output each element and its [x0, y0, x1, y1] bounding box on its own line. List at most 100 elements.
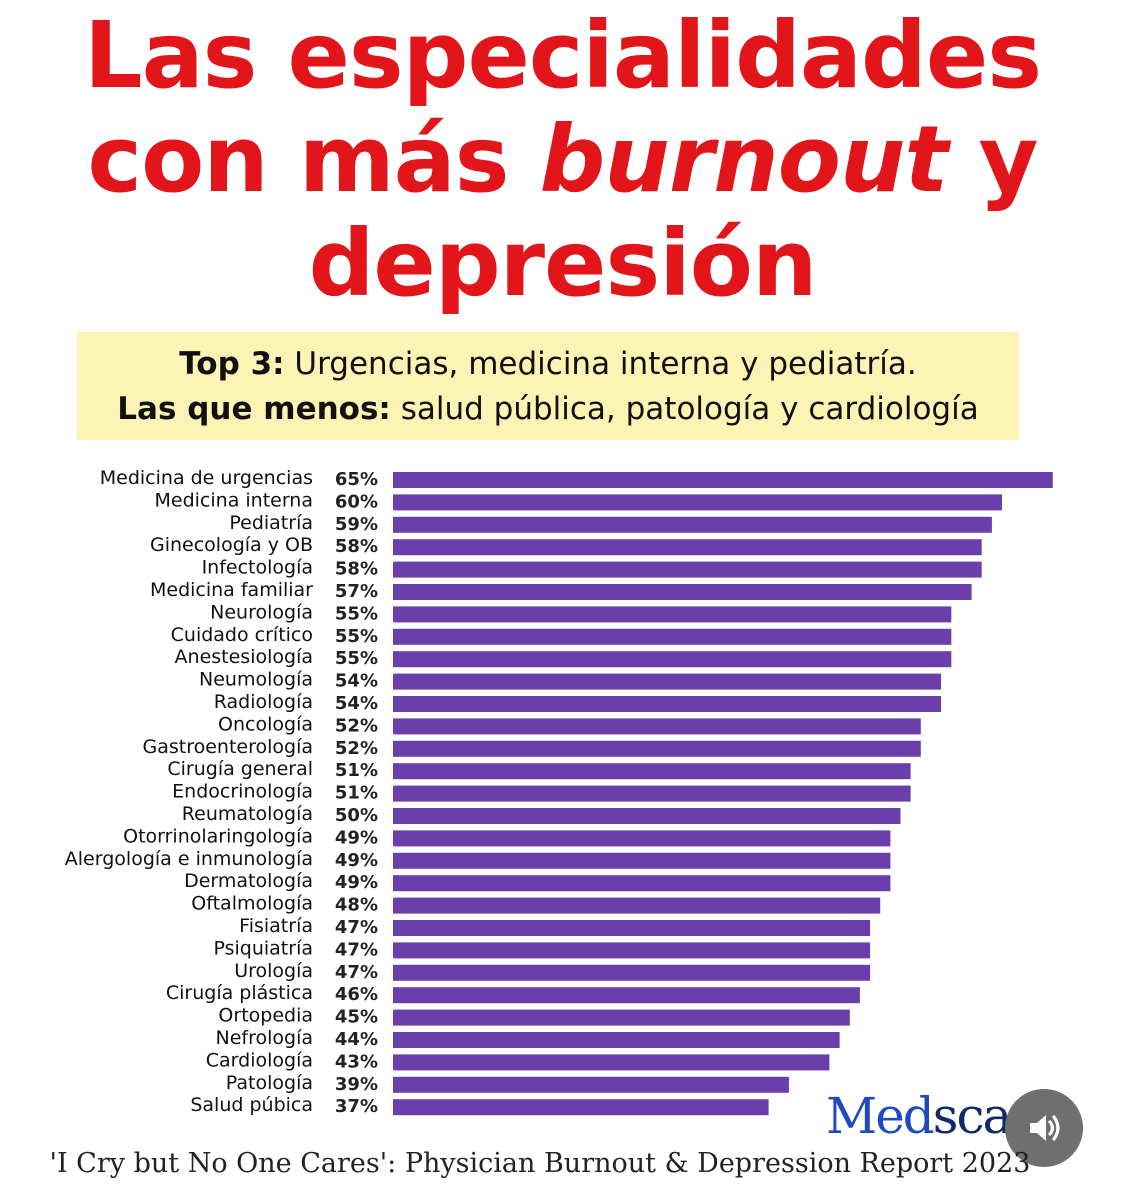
bar-chart: Medicina de urgencias 65% Medicina interna…: [0, 462, 1125, 1122]
category-label: Nefrología: [216, 1027, 314, 1049]
category-label: Oftalmología: [191, 893, 313, 915]
category-label: Urología: [234, 960, 313, 982]
value-label: 50%: [335, 805, 378, 826]
value-label: 48%: [335, 895, 378, 916]
bar: [393, 1077, 789, 1093]
least-row: Las que menos: salud pública, patología …: [77, 387, 1019, 432]
value-label: 51%: [335, 783, 378, 804]
category-label: Oncología: [218, 713, 313, 735]
title-emphasis: burnout: [540, 106, 948, 213]
bar: [393, 942, 870, 958]
value-label: 58%: [335, 536, 378, 557]
bar: [393, 696, 941, 712]
value-label: 39%: [335, 1074, 378, 1095]
value-label: 51%: [335, 760, 378, 781]
bar: [393, 472, 1053, 488]
category-label: Gastroenterología: [142, 736, 313, 758]
bar: [393, 562, 982, 578]
bar: [393, 741, 921, 757]
category-label: Psiquiatría: [213, 937, 313, 959]
category-label: Medicina interna: [155, 489, 314, 511]
category-label: Neurología: [210, 601, 313, 623]
bar: [393, 517, 992, 533]
top3-row: Top 3: Urgencias, medicina interna y ped…: [77, 342, 1019, 387]
category-label: Cirugía general: [167, 758, 313, 780]
title-line-3: depresión: [0, 212, 1125, 316]
category-label: Ortopedia: [218, 1005, 313, 1027]
bar: [393, 875, 890, 891]
category-label: Cardiología: [206, 1049, 313, 1071]
category-label: Anestesiología: [175, 646, 313, 668]
category-label: Ginecología y OB: [150, 534, 313, 556]
value-label: 55%: [335, 603, 378, 624]
value-label: 58%: [335, 559, 378, 580]
value-label: 52%: [335, 715, 378, 736]
value-label: 49%: [335, 872, 378, 893]
bar: [393, 606, 951, 622]
title-line-2-start: con más: [88, 106, 540, 213]
title-line-2-end: y: [947, 106, 1037, 213]
bar: [393, 763, 911, 779]
bar: [393, 965, 870, 981]
category-label: Cirugía plástica: [166, 982, 313, 1004]
category-label: Neumología: [199, 669, 313, 691]
value-label: 47%: [335, 962, 378, 983]
medscape-logo: Medsca: [826, 1090, 1016, 1142]
value-label: 43%: [335, 1051, 378, 1072]
bar: [393, 987, 860, 1003]
category-label: Cuidado crítico: [171, 624, 313, 646]
page-title: Las especialidades con más burnout y dep…: [0, 4, 1125, 316]
top3-label: Top 3:: [179, 346, 284, 382]
bar: [393, 539, 982, 555]
category-label: Salud púbica: [190, 1094, 313, 1116]
bar: [393, 920, 870, 936]
category-label: Otorrinolaringología: [123, 825, 313, 847]
bar: [393, 1054, 829, 1070]
bar: [393, 830, 890, 846]
value-label: 46%: [335, 984, 378, 1005]
bar: [393, 786, 911, 802]
value-label: 54%: [335, 671, 378, 692]
value-label: 47%: [335, 917, 378, 938]
title-line-1: Las especialidades: [0, 4, 1125, 108]
category-label: Pediatría: [229, 512, 313, 534]
bar: [393, 808, 901, 824]
value-label: 54%: [335, 693, 378, 714]
value-label: 49%: [335, 850, 378, 871]
bar: [393, 584, 972, 600]
category-label: Patología: [226, 1072, 313, 1094]
category-label: Medicina familiar: [150, 579, 313, 601]
value-label: 37%: [335, 1096, 378, 1117]
least-label: Las que menos:: [117, 391, 391, 427]
top3-text: Urgencias, medicina interna y pediatría.: [285, 346, 917, 382]
bar: [393, 674, 941, 690]
title-line-2: con más burnout y: [0, 108, 1125, 212]
value-label: 47%: [335, 939, 378, 960]
category-label: Alergología e inmunología: [65, 848, 313, 870]
bar: [393, 1032, 840, 1048]
bar: [393, 1099, 769, 1115]
value-label: 57%: [335, 581, 378, 602]
bar: [393, 898, 880, 914]
value-label: 52%: [335, 738, 378, 759]
value-label: 49%: [335, 827, 378, 848]
source-caption: 'I Cry but No One Cares': Physician Burn…: [0, 1148, 1080, 1179]
logo-part-1: Med: [826, 1090, 933, 1142]
value-label: 60%: [335, 491, 378, 512]
summary-highlight-box: Top 3: Urgencias, medicina interna y ped…: [77, 332, 1019, 440]
value-label: 44%: [335, 1029, 378, 1050]
category-label: Fisiatría: [239, 915, 313, 937]
value-label: 55%: [335, 626, 378, 647]
bar: [393, 629, 951, 645]
value-label: 65%: [335, 469, 378, 490]
logo-part-2: sca: [933, 1090, 1010, 1142]
bar: [393, 718, 921, 734]
speaker-icon: [1024, 1108, 1064, 1148]
category-label: Dermatología: [184, 870, 313, 892]
category-label: Reumatología: [182, 803, 313, 825]
category-label: Infectología: [202, 557, 313, 579]
value-label: 59%: [335, 514, 378, 535]
category-label: Endocrinología: [172, 781, 313, 803]
value-label: 45%: [335, 1007, 378, 1028]
bar: [393, 853, 890, 869]
